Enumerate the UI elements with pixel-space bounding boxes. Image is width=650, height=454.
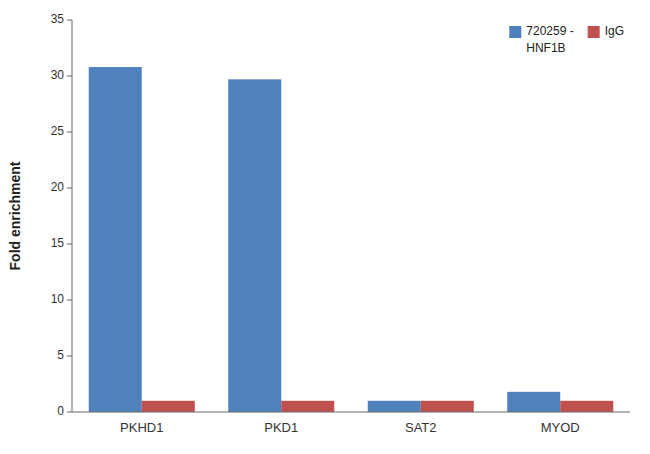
x-tick-label: SAT2	[405, 420, 437, 435]
x-axis-line	[72, 412, 630, 413]
legend-swatch	[509, 26, 521, 38]
y-tick	[67, 412, 72, 413]
y-tick-label: 25	[51, 124, 65, 138]
y-tick	[67, 76, 72, 77]
legend-label: 720259 -	[526, 24, 573, 38]
y-tick-label: 5	[57, 348, 64, 362]
legend: 720259 - IgG HNF1B	[509, 24, 624, 55]
y-tick-label: 20	[51, 180, 65, 194]
bars	[89, 67, 614, 412]
y-tick	[67, 132, 72, 133]
y-tick	[67, 356, 72, 357]
x-tick-label: PKHD1	[120, 420, 163, 435]
y-tick	[67, 188, 72, 189]
bar	[89, 67, 142, 412]
bar	[368, 401, 421, 412]
bar	[560, 401, 613, 412]
bar	[507, 392, 560, 412]
y-tick	[67, 300, 72, 301]
y-tick-label: 0	[57, 404, 64, 418]
bar	[421, 401, 474, 412]
x-tick-label: PKD1	[264, 420, 298, 435]
y-axis-label: Fold enrichment	[7, 161, 23, 270]
legend-label: IgG	[605, 24, 624, 38]
annotation: HNF1B	[526, 41, 565, 55]
bar	[281, 401, 334, 412]
y-tick-label: 15	[51, 236, 65, 250]
y-axis-line	[72, 20, 73, 412]
x-tick-label: MYOD	[541, 420, 580, 435]
y-tick-label: 30	[51, 68, 65, 82]
chart: 0 5 10 15 20 25 30 35 Fold enrichment PKHD1 PKD1 SA…	[0, 0, 650, 454]
bar	[228, 79, 281, 412]
y-tick-label: 35	[51, 12, 65, 26]
y-tick-label: 10	[51, 292, 65, 306]
legend-swatch	[588, 26, 600, 38]
y-tick	[67, 20, 72, 21]
y-tick	[67, 244, 72, 245]
bar	[142, 401, 195, 412]
